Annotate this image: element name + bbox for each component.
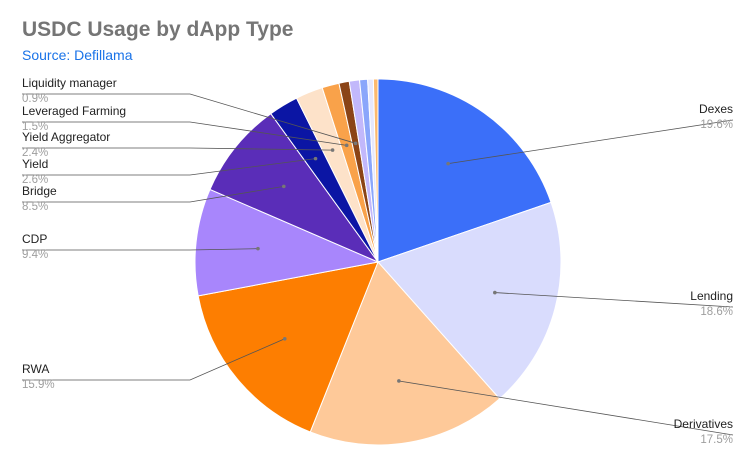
leader-dot-rwa <box>282 336 287 341</box>
slice-label-lending: Lending <box>690 289 733 303</box>
leader-line-derivatives <box>398 380 734 436</box>
chart-source: Source: Defillama <box>22 47 133 63</box>
slice-value-rwa: 15.9% <box>22 379 55 391</box>
slice-value-yield-aggregator: 2.4% <box>22 147 48 159</box>
leader-line-cdp <box>22 248 258 251</box>
slice-bridge <box>209 112 380 264</box>
leader-dot-lending <box>493 290 497 295</box>
slice-value-lending: 18.6% <box>700 306 733 318</box>
leader-dot-liquidity-manager <box>353 141 358 146</box>
slice-cdp <box>194 188 380 297</box>
slice-value-cdp: 9.4% <box>22 249 48 261</box>
leader-line-liquidity-manager <box>22 93 356 144</box>
slice-label-rwa: RWA <box>22 362 49 376</box>
leader-dot-bridge <box>282 184 286 189</box>
slice-label-liquidity-manager: Liquidity manager <box>22 76 117 90</box>
slice-value-bridge: 8.5% <box>22 201 48 213</box>
leader-line-yield-aggregator <box>22 147 333 151</box>
slice-rwa <box>197 261 379 433</box>
slice-dexes <box>377 78 552 263</box>
slice-value-dexes: 19.6% <box>700 119 733 131</box>
leader-dot-derivatives <box>397 379 401 383</box>
slice-value-leveraged-farming: 1.5% <box>22 121 48 133</box>
slice-derivatives <box>309 261 501 446</box>
leader-dot-yield-aggregator <box>330 148 335 152</box>
leader-dot-cdp <box>256 246 260 251</box>
chart-title: USDC Usage by dApp Type <box>22 18 294 41</box>
slice-label-yield: Yield <box>22 157 48 171</box>
slice-value-derivatives: 17.5% <box>700 434 733 446</box>
leader-line-lending <box>494 292 734 308</box>
leader-line-rwa <box>22 338 285 381</box>
slice-label-leveraged-farming: Leveraged Farming <box>22 104 126 118</box>
leader-line-bridge <box>22 186 284 203</box>
leader-dot-dexes <box>446 161 450 166</box>
slice-lending <box>377 201 562 400</box>
leader-dot-yield <box>313 156 318 161</box>
slice-label-cdp: CDP <box>22 232 47 246</box>
leader-line-leveraged-farming <box>22 121 347 146</box>
slice-label-derivatives: Derivatives <box>674 417 733 431</box>
leader-dot-leveraged-farming <box>344 143 349 148</box>
slice-value-yield: 2.6% <box>22 174 48 186</box>
slice-label-bridge: Bridge <box>22 184 57 198</box>
slice-value-liquidity-manager: 0.9% <box>22 93 48 105</box>
leader-line-yield <box>22 158 316 176</box>
slice-label-yield-aggregator: Yield Aggregator <box>22 130 110 144</box>
slice-label-dexes: Dexes <box>699 102 733 116</box>
leader-line-dexes <box>448 119 734 165</box>
slice-other-14 <box>372 78 379 263</box>
